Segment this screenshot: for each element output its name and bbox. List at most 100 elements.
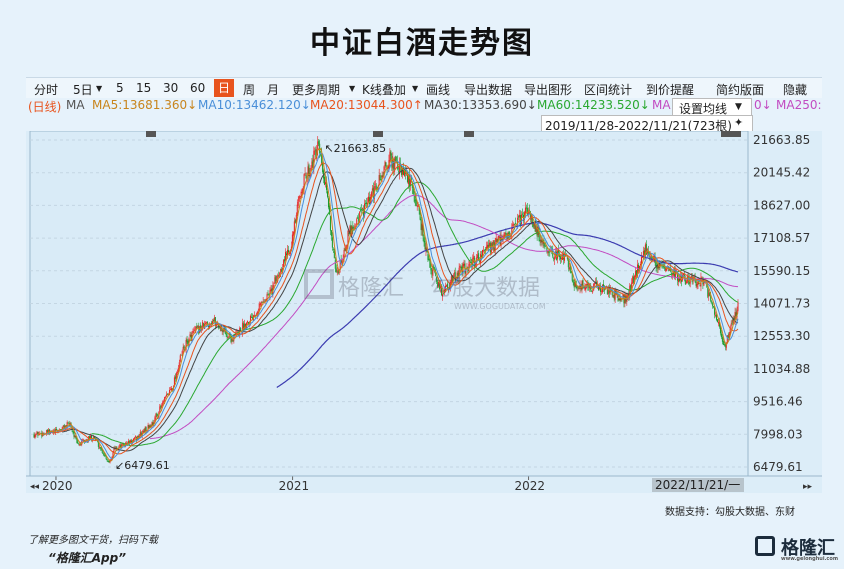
candle-body bbox=[459, 266, 461, 268]
ma5-line bbox=[37, 147, 739, 462]
candle-body bbox=[258, 303, 260, 311]
tab-weekly[interactable]: 周 bbox=[243, 83, 256, 97]
candle-body bbox=[149, 425, 151, 428]
candle-body bbox=[411, 181, 413, 189]
candle-body bbox=[663, 265, 665, 268]
candle-body bbox=[612, 295, 614, 297]
candle-body bbox=[592, 291, 594, 293]
chevron-down-icon[interactable]: ▼ bbox=[96, 84, 103, 93]
y-tick-label: 17108.57 bbox=[753, 231, 810, 245]
more-periods-menu[interactable]: 更多周期 bbox=[292, 83, 341, 97]
candle-body bbox=[314, 150, 316, 152]
candle-body bbox=[560, 255, 562, 260]
tab-30min[interactable]: 30 bbox=[163, 81, 179, 95]
kline-overlay-menu[interactable]: K线叠加 bbox=[362, 83, 406, 97]
candle-body bbox=[451, 275, 453, 281]
candle-body bbox=[418, 207, 420, 211]
watermark-logo-icon bbox=[304, 269, 334, 299]
export-data-button[interactable]: 导出数据 bbox=[464, 83, 513, 97]
tab-daily[interactable]: 日 bbox=[214, 79, 235, 97]
chart-area[interactable]: 21663.85 20145.42 18627.00 17108.57 15590.15… bbox=[26, 130, 822, 497]
tab-60min[interactable]: 60 bbox=[190, 81, 206, 95]
candle-body bbox=[160, 405, 162, 408]
candle-body bbox=[317, 141, 319, 151]
price-alert-button[interactable]: 到价提醒 bbox=[646, 83, 695, 97]
candle-body bbox=[606, 287, 608, 295]
candle-body bbox=[454, 272, 456, 281]
candle-body bbox=[588, 285, 590, 288]
export-chart-button[interactable]: 导出图形 bbox=[524, 83, 573, 97]
candle-body bbox=[295, 215, 297, 224]
hide-button[interactable]: 隐藏 bbox=[783, 83, 808, 97]
candle-body bbox=[521, 214, 523, 224]
candle-body bbox=[130, 440, 132, 443]
candle-body bbox=[546, 246, 548, 252]
tab-15min[interactable]: 15 bbox=[136, 81, 152, 95]
candle-body bbox=[408, 174, 410, 187]
draw-line-button[interactable]: 画线 bbox=[426, 83, 451, 97]
candle-body bbox=[343, 249, 345, 259]
candle-body bbox=[365, 202, 367, 204]
candle-body bbox=[33, 434, 35, 438]
ma10-line bbox=[42, 152, 739, 460]
watermark-brand: 格隆汇 bbox=[338, 276, 404, 301]
candle-body bbox=[409, 179, 411, 185]
candle-body bbox=[671, 273, 673, 274]
candle-body bbox=[298, 196, 300, 202]
candle-body bbox=[498, 235, 500, 238]
candle-body bbox=[492, 240, 494, 249]
candle-body bbox=[278, 275, 280, 277]
candle-body bbox=[281, 269, 283, 272]
candle-body bbox=[636, 270, 638, 277]
candle-body bbox=[628, 293, 630, 297]
tab-5day[interactable]: 5日 bbox=[73, 83, 93, 97]
candle-body bbox=[730, 323, 732, 327]
candle-body bbox=[522, 213, 524, 215]
candle-body bbox=[491, 243, 493, 248]
tab-5min[interactable]: 5 bbox=[116, 81, 124, 95]
pin-icon[interactable]: ✦ bbox=[734, 116, 744, 129]
candle-body bbox=[531, 216, 533, 223]
candle-body bbox=[274, 277, 276, 284]
scroll-left-icon: ◂◂ bbox=[30, 482, 40, 492]
candle-body bbox=[245, 323, 247, 329]
candle-body bbox=[644, 244, 646, 256]
date-range-box: 2019/11/28-2022/11/21(723根) ✦ bbox=[541, 115, 753, 133]
candle-body bbox=[251, 317, 253, 320]
event-marker bbox=[464, 131, 474, 137]
candle-body bbox=[363, 209, 365, 217]
tab-monthly[interactable]: 月 bbox=[267, 83, 280, 97]
candle-body bbox=[513, 224, 515, 225]
candle-body bbox=[436, 277, 438, 282]
candle-body bbox=[552, 250, 554, 257]
candle-body bbox=[166, 394, 168, 397]
candle-body bbox=[487, 244, 489, 249]
candle-body bbox=[539, 240, 541, 242]
ma-settings-dropdown[interactable]: 设置均线 ▼ bbox=[672, 98, 752, 116]
candle-body bbox=[533, 224, 535, 227]
candle-body bbox=[206, 322, 208, 324]
range-stats-button[interactable]: 区间统计 bbox=[584, 83, 633, 97]
candle-body bbox=[735, 312, 737, 317]
candle-body bbox=[301, 192, 303, 194]
candle-body bbox=[335, 268, 337, 273]
candle-body bbox=[76, 438, 78, 444]
candle-body bbox=[586, 284, 588, 286]
tab-intraday[interactable]: 分时 bbox=[34, 83, 59, 97]
candle-body bbox=[134, 436, 136, 438]
candle-body bbox=[193, 329, 195, 331]
candle-body bbox=[267, 294, 269, 296]
candle-body bbox=[424, 240, 426, 250]
chevron-down-icon[interactable]: ▼ bbox=[412, 84, 419, 93]
candle-body bbox=[543, 240, 545, 247]
candlestick-chart[interactable]: 21663.85 20145.42 18627.00 17108.57 15590.15… bbox=[26, 130, 822, 493]
candle-body bbox=[275, 275, 277, 282]
candle-body bbox=[175, 373, 177, 379]
candle-body bbox=[717, 322, 719, 324]
simple-layout-button[interactable]: 简约版面 bbox=[716, 83, 765, 97]
candle-body bbox=[268, 294, 270, 296]
candle-body bbox=[248, 322, 250, 325]
chevron-down-icon[interactable]: ▼ bbox=[349, 84, 356, 93]
candle-body bbox=[567, 258, 569, 268]
candle-body bbox=[303, 174, 305, 189]
